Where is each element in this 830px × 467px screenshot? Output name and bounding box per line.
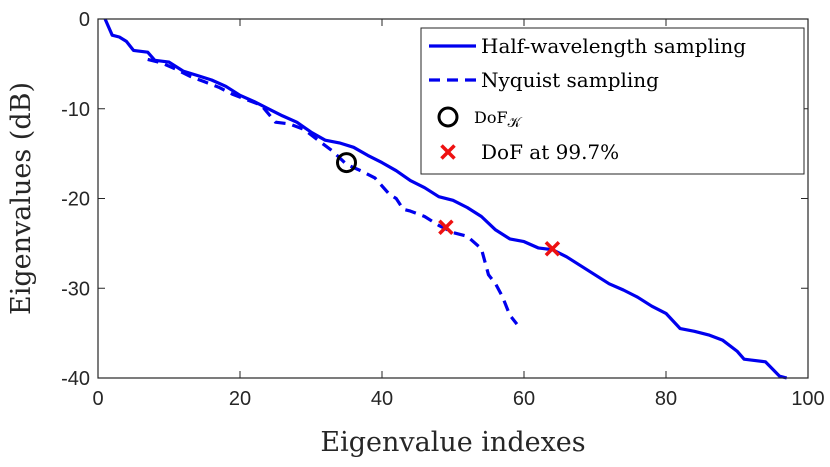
legend-label-nyquist: Nyquist sampling (481, 68, 659, 92)
legend-label-dof-k-sub: 𝒦 (508, 115, 523, 131)
dof-997-marker (438, 219, 454, 235)
dof-997-marker (544, 241, 561, 257)
x-axis-label: Eigenvalue indexes (320, 427, 585, 458)
legend-label-dof-k: DoF𝒦 (474, 108, 523, 131)
x-tick-label: 60 (513, 388, 535, 410)
legend-label-dof997: DoF at 99.7% (481, 140, 619, 164)
x-tick-label: 100 (791, 388, 824, 410)
x-tick-label: 80 (655, 388, 677, 410)
y-tick-label: 0 (79, 9, 90, 31)
axes: 0 20 40 60 80 100 0 -10 -20 -30 -40 Eigenvalue inde… (6, 9, 825, 458)
y-tick-label: -10 (61, 99, 90, 121)
nyquist-series-line (147, 57, 519, 326)
legend-label-dof-k-main: DoF (474, 108, 508, 127)
dof-997-marker-stroke (438, 219, 454, 235)
y-tick-label: -20 (61, 189, 90, 211)
y-axis-label: Eigenvalues (dB) (6, 82, 37, 315)
legend: Half-wavelength sampling Nyquist sampling… (420, 27, 805, 175)
legend-swatch-dof-k (437, 106, 459, 128)
legend-label-half: Half-wavelength sampling (481, 34, 746, 58)
legend-swatch-dof997-stroke (440, 144, 456, 160)
x-tick-label: 40 (371, 388, 393, 410)
legend-box (420, 27, 805, 175)
plot-marks (103, 18, 788, 380)
dof-k-marker (336, 152, 357, 174)
half-wavelength-series-line (103, 18, 788, 380)
x-tick-label: 20 (229, 388, 251, 410)
y-tick-label: -30 (61, 278, 90, 300)
dof-997-marker-stroke (544, 241, 561, 257)
y-tick-label: -40 (61, 368, 90, 390)
x-tick-label: 0 (92, 388, 103, 410)
